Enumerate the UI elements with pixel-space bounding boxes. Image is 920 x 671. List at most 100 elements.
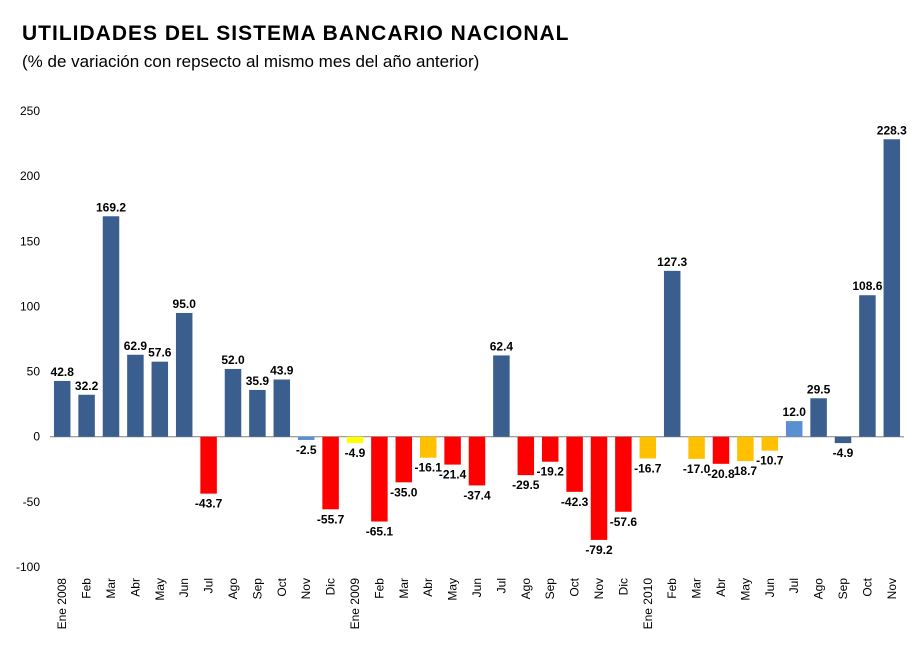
bars <box>53 139 901 540</box>
bar <box>810 398 827 437</box>
data-label: 127.3 <box>657 255 687 269</box>
x-tick-label: Oct <box>860 577 874 596</box>
data-label: 18.7 <box>734 464 758 478</box>
data-label: 35.9 <box>246 374 270 388</box>
data-label: 62.9 <box>124 339 148 353</box>
bar <box>639 436 657 459</box>
x-tick-label: Dic <box>324 578 338 595</box>
x-tick-label: May <box>738 578 752 601</box>
data-label: -42.3 <box>561 495 589 509</box>
bar <box>249 389 266 437</box>
bar <box>322 436 339 510</box>
bar <box>785 421 803 437</box>
data-label: 62.4 <box>490 339 514 353</box>
data-label: -57.6 <box>610 515 638 529</box>
data-label: -4.9 <box>345 446 366 460</box>
data-label: -79.2 <box>585 543 613 557</box>
bar <box>127 354 144 437</box>
data-label: -43.7 <box>195 497 223 511</box>
y-tick-label: -50 <box>23 495 41 509</box>
x-tick-label: Nov <box>885 578 899 599</box>
bar <box>737 436 754 462</box>
bar <box>688 436 705 459</box>
chart-title: UTILIDADES DEL SISTEMA BANCARIO NACIONAL <box>22 22 570 45</box>
data-labels: 42.832.2 169.2 62.9 57.6 95.0 -43.7 52.035.943… <box>51 123 908 557</box>
data-label: -17.0 <box>683 462 711 476</box>
x-tick-label: Ene 2010 <box>641 578 655 630</box>
bar <box>541 436 559 462</box>
bar <box>224 368 242 437</box>
bar <box>468 436 486 486</box>
bar <box>883 139 901 437</box>
bar <box>566 436 583 492</box>
x-tick-label: Nov <box>299 578 313 599</box>
bar <box>273 379 291 437</box>
bar <box>834 436 852 444</box>
x-tick-label: Abr <box>421 578 435 597</box>
data-label: -29.5 <box>512 478 540 492</box>
bar <box>663 270 681 437</box>
x-tick-label: Nov <box>592 578 606 599</box>
x-tick-label: Mar <box>690 578 704 599</box>
data-label: -20.8 <box>707 467 735 481</box>
data-label: 32.2 <box>75 379 99 393</box>
bar <box>712 436 730 464</box>
x-tick-label: Jul <box>787 578 801 593</box>
y-tick-label: 200 <box>20 169 40 183</box>
bar <box>419 436 437 458</box>
x-tick-label: Sep <box>543 578 557 600</box>
y-tick-label: 0 <box>33 430 40 444</box>
data-label: 29.5 <box>807 382 831 396</box>
bar <box>444 436 461 465</box>
data-label: -65.1 <box>366 525 394 539</box>
data-label: -16.7 <box>634 461 662 475</box>
x-tick-label: Jun <box>470 578 484 597</box>
x-tick-label: Ene 2008 <box>55 578 69 630</box>
data-label: -10.7 <box>756 454 784 468</box>
data-label: 108.6 <box>852 279 882 293</box>
y-axis-tick-labels: -100 -50 0 50 100 150 200 250 <box>16 104 40 574</box>
bar <box>493 355 510 437</box>
y-tick-label: -100 <box>16 560 40 574</box>
data-label: -19.2 <box>537 465 565 479</box>
x-tick-label: Jul <box>202 578 216 593</box>
bar <box>859 295 876 437</box>
x-tick-label: Sep <box>250 578 264 600</box>
data-label: 169.2 <box>96 200 126 214</box>
x-tick-label: Ago <box>226 578 240 600</box>
x-tick-label: Oct <box>568 577 582 596</box>
data-label: 228.3 <box>877 123 907 137</box>
data-label: 12.0 <box>783 405 807 419</box>
bar <box>346 436 364 444</box>
bar <box>590 436 608 540</box>
x-tick-label: Feb <box>372 578 386 599</box>
x-tick-label: Mar <box>397 578 411 599</box>
y-tick-label: 50 <box>27 365 41 379</box>
bar <box>371 436 388 522</box>
x-axis-tick-labels: Ene 2008 Feb Mar Abr May Jun Jul Ago Sep Oct Nov Di… <box>55 577 899 629</box>
bar <box>761 436 779 451</box>
bar <box>151 361 169 437</box>
x-tick-label: Jun <box>763 578 777 597</box>
x-tick-label: Oct <box>275 577 289 596</box>
x-tick-label: Abr <box>714 578 728 597</box>
x-tick-label: May <box>446 578 460 601</box>
x-tick-label: Ago <box>519 578 533 600</box>
bar <box>175 312 193 437</box>
y-tick-label: 100 <box>20 299 40 313</box>
x-tick-label: Dic <box>616 578 630 595</box>
x-tick-label: Ago <box>812 578 826 600</box>
chart-subtitle: (% de variación con repsecto al mismo me… <box>22 52 480 71</box>
bar <box>517 436 535 476</box>
y-tick-label: 250 <box>20 104 40 118</box>
bar <box>297 436 315 440</box>
x-tick-label: Feb <box>80 578 94 599</box>
data-label: -37.4 <box>463 488 491 502</box>
y-tick-label: 150 <box>20 234 40 248</box>
data-label: 52.0 <box>221 353 245 367</box>
x-tick-label: Ene 2009 <box>348 578 362 630</box>
data-label: 95.0 <box>173 297 197 311</box>
bar <box>78 394 95 437</box>
data-label: -16.1 <box>415 461 443 475</box>
